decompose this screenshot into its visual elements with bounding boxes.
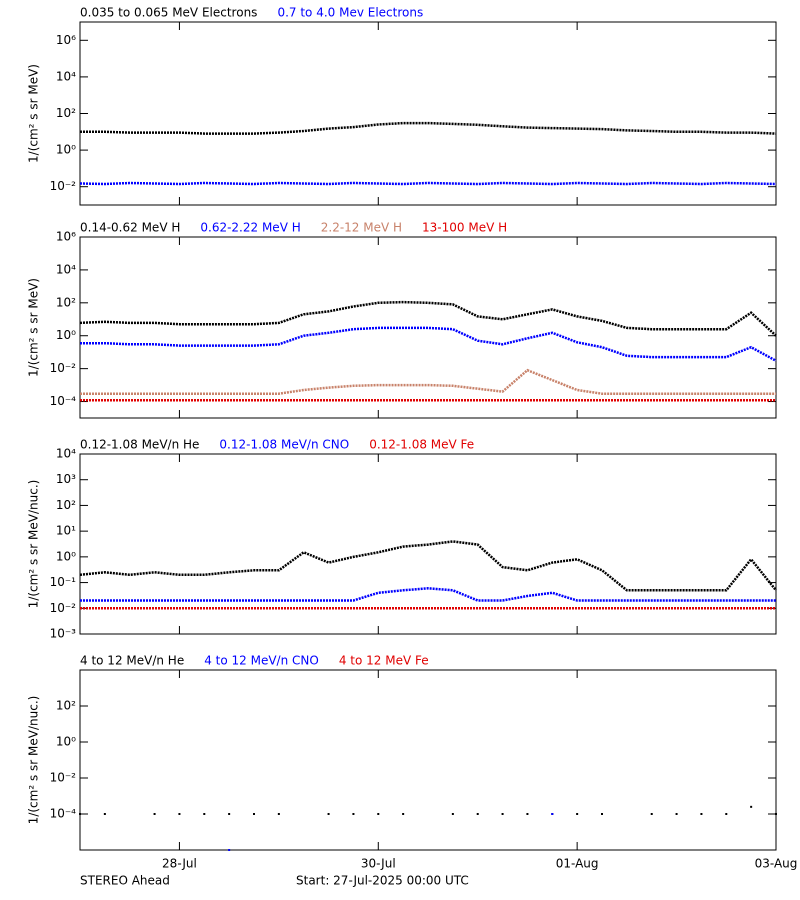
y-tick-label: 10² — [56, 699, 76, 713]
footer-center: Start: 27-Jul-2025 00:00 UTC — [296, 874, 469, 888]
point — [775, 813, 777, 815]
point — [377, 813, 380, 815]
x-tick-label: 01-Aug — [556, 857, 599, 871]
y-axis-label: 1/(cm² s sr MeV) — [27, 64, 41, 163]
point — [476, 813, 479, 815]
legend-entry: 2.2-12 MeV H — [321, 221, 402, 235]
point — [228, 813, 231, 815]
point — [203, 813, 206, 815]
legend-entry: 0.12-1.08 MeV/n CNO — [219, 438, 349, 452]
y-tick-label: 10⁰ — [56, 143, 76, 157]
point — [601, 813, 603, 815]
point — [675, 813, 678, 815]
y-tick-label: 10⁻⁴ — [50, 807, 77, 821]
y-tick-label: 10⁶ — [56, 33, 76, 47]
point — [526, 813, 529, 815]
point — [153, 813, 156, 815]
plot-frame — [79, 236, 777, 419]
point — [79, 813, 81, 815]
series-line — [80, 368, 776, 395]
y-tick-label: 10⁴ — [56, 69, 76, 83]
legend-entry: 0.62-2.22 MeV H — [200, 221, 300, 235]
point — [253, 813, 255, 815]
y-tick-label: 10⁰ — [56, 735, 76, 749]
series-line — [79, 181, 777, 186]
point — [700, 813, 703, 815]
y-tick-label: 10⁻² — [50, 771, 77, 785]
y-tick-label: 10² — [56, 295, 76, 309]
y-axis-label: 1/(cm² s sr MeV) — [27, 278, 41, 377]
plot-frame — [79, 21, 777, 206]
point — [352, 813, 355, 815]
legend-entry: 4 to 12 MeV Fe — [339, 654, 429, 668]
plot-frame — [79, 669, 777, 851]
y-tick-label: 10⁻⁴ — [50, 394, 77, 408]
y-tick-label: 10³ — [56, 472, 76, 486]
point — [451, 813, 454, 815]
x-tick-label: 03-Aug — [755, 857, 798, 871]
point — [103, 813, 106, 815]
y-tick-label: 10² — [56, 106, 76, 120]
y-tick-label: 10¹ — [56, 524, 76, 538]
legend-entry: 0.12-1.08 MeV/n He — [80, 438, 199, 452]
series-line — [80, 121, 777, 135]
legend-entry: 0.035 to 0.065 MeV Electrons — [80, 6, 257, 20]
point — [725, 813, 728, 815]
point — [750, 805, 753, 808]
plot-frame — [79, 453, 777, 635]
point — [576, 813, 579, 815]
legend-entry: 0.14-0.62 MeV H — [80, 221, 180, 235]
legend-entry: 0.12-1.08 MeV Fe — [369, 438, 474, 452]
series-line — [80, 326, 777, 362]
series-line — [79, 540, 777, 592]
legend-entry: 4 to 12 MeV/n He — [80, 654, 184, 668]
y-tick-label: 10⁴ — [56, 262, 76, 276]
x-tick-label: 30-Jul — [361, 857, 396, 871]
legend-entry: 0.7 to 4.0 Mev Electrons — [277, 6, 423, 20]
y-tick-label: 10⁻³ — [50, 627, 77, 641]
footer-left: STEREO Ahead — [80, 874, 170, 888]
point — [178, 813, 181, 815]
point — [501, 813, 504, 815]
y-tick-label: 10⁻² — [50, 361, 77, 375]
y-tick-label: 10⁻² — [50, 601, 77, 615]
point — [402, 813, 405, 815]
point — [277, 813, 280, 815]
point — [551, 813, 554, 815]
y-tick-label: 10⁰ — [56, 549, 76, 563]
point — [650, 813, 653, 815]
legend-entry: 13-100 MeV H — [422, 221, 507, 235]
point — [228, 849, 231, 851]
y-tick-label: 10⁴ — [56, 447, 76, 461]
y-tick-label: 10⁶ — [56, 230, 76, 244]
point — [327, 813, 330, 815]
legend-entry: 4 to 12 MeV/n CNO — [204, 654, 319, 668]
y-tick-label: 10⁻² — [50, 179, 77, 193]
y-axis-label: 1/(cm² s sr MeV/nuc.) — [27, 480, 41, 609]
y-axis-label: 1/(cm² s sr MeV/nuc.) — [27, 696, 41, 825]
y-tick-label: 10² — [56, 498, 76, 512]
series-line — [80, 587, 776, 602]
y-tick-label: 10⁰ — [56, 328, 76, 342]
series-line — [79, 300, 777, 337]
y-tick-label: 10⁻¹ — [50, 575, 77, 589]
x-tick-label: 28-Jul — [162, 857, 197, 871]
